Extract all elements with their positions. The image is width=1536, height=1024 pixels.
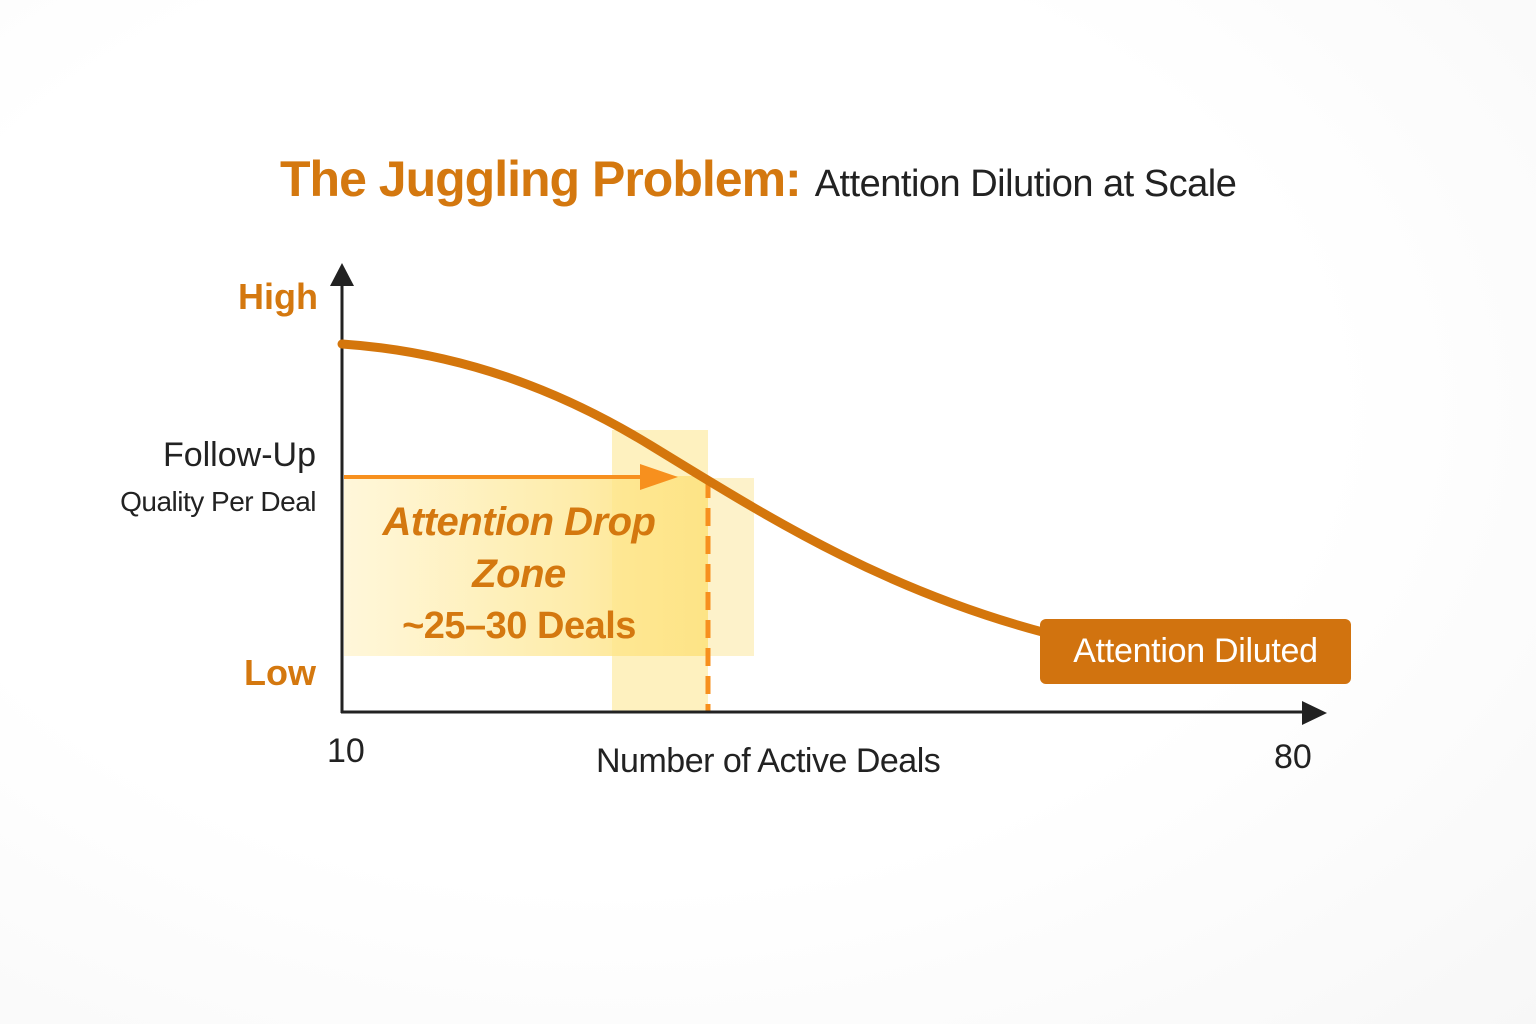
x-axis-arrow-icon bbox=[1302, 701, 1327, 725]
chart-title-main: The Juggling Problem: bbox=[280, 151, 802, 207]
y-axis-low-label: Low bbox=[244, 652, 316, 693]
y-axis-arrow-icon bbox=[330, 263, 354, 286]
quality-curve bbox=[337, 339, 1055, 639]
x-axis-min-label: 10 bbox=[327, 732, 365, 770]
chart-title: The Juggling Problem: Attention Dilution… bbox=[280, 150, 1237, 208]
y-axis-title-line1: Follow-Up bbox=[162, 436, 316, 474]
x-axis-title: Number of Active Deals bbox=[596, 742, 941, 780]
y-axis-title-line2: Quality Per Deal bbox=[120, 486, 316, 517]
chart-title-sub: Attention Dilution at Scale bbox=[814, 163, 1237, 205]
x-axis-max-label: 80 bbox=[1274, 738, 1312, 776]
attention-diluted-label: Attention Diluted bbox=[1073, 632, 1318, 670]
zone-label-line3: ~25–30 Deals bbox=[402, 605, 636, 647]
zone-label-line2: Zone bbox=[472, 552, 566, 596]
zone-arrow-head-icon bbox=[640, 464, 678, 490]
attention-diluted-badge: Attention Diluted bbox=[1040, 619, 1351, 684]
zone-label-line1: Attention Drop bbox=[382, 500, 656, 544]
y-axis-high-label: High bbox=[238, 276, 318, 317]
attention-drop-zone-label: Attention Drop Zone ~25–30 Deals bbox=[344, 496, 694, 652]
